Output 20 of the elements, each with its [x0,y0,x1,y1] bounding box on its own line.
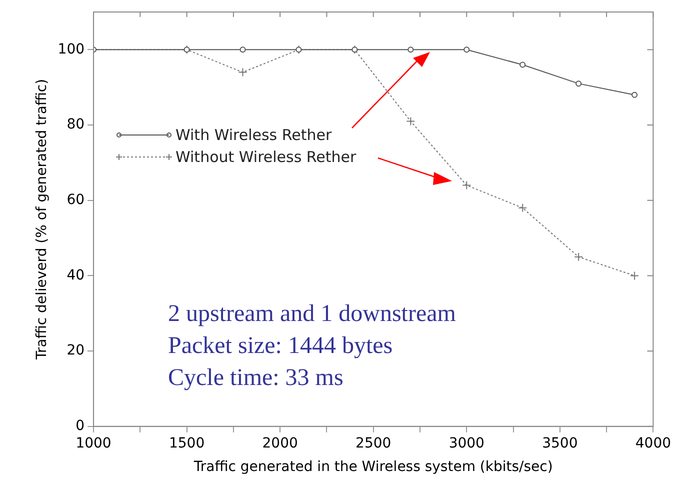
y-tick-label: 0 [76,418,85,434]
legend-label: With Wireless Rether [176,124,332,146]
annotation: Cycle time: 33 ms [168,364,344,393]
y-tick-label: 60 [66,192,85,208]
annotation: 2 upstream and 1 downstream [168,300,456,329]
y-tick-label: 20 [66,342,85,359]
x-tick-label: 2000 [262,435,298,452]
annotation: Packet size: 1444 bytes [168,332,394,361]
x-axis-title: Traffic generated in the Wireless system (kbits/sec) [192,459,553,476]
y-tick-label: 100 [58,41,85,58]
x-tick-label: 2500 [356,435,392,452]
y-axis-title: Traffic delieverd (% of generated traffic) [34,78,50,360]
x-tick-label: 4000 [635,435,672,452]
y-tick-label: 40 [66,267,85,284]
legend-label: Without Wireless Rether [176,146,356,168]
x-tick-label: 1000 [76,435,112,452]
x-tick-label: 3500 [542,435,578,452]
y-tick-label: 80 [66,116,85,133]
x-tick-label: 3000 [448,435,484,452]
x-tick-label: 1500 [168,435,205,452]
